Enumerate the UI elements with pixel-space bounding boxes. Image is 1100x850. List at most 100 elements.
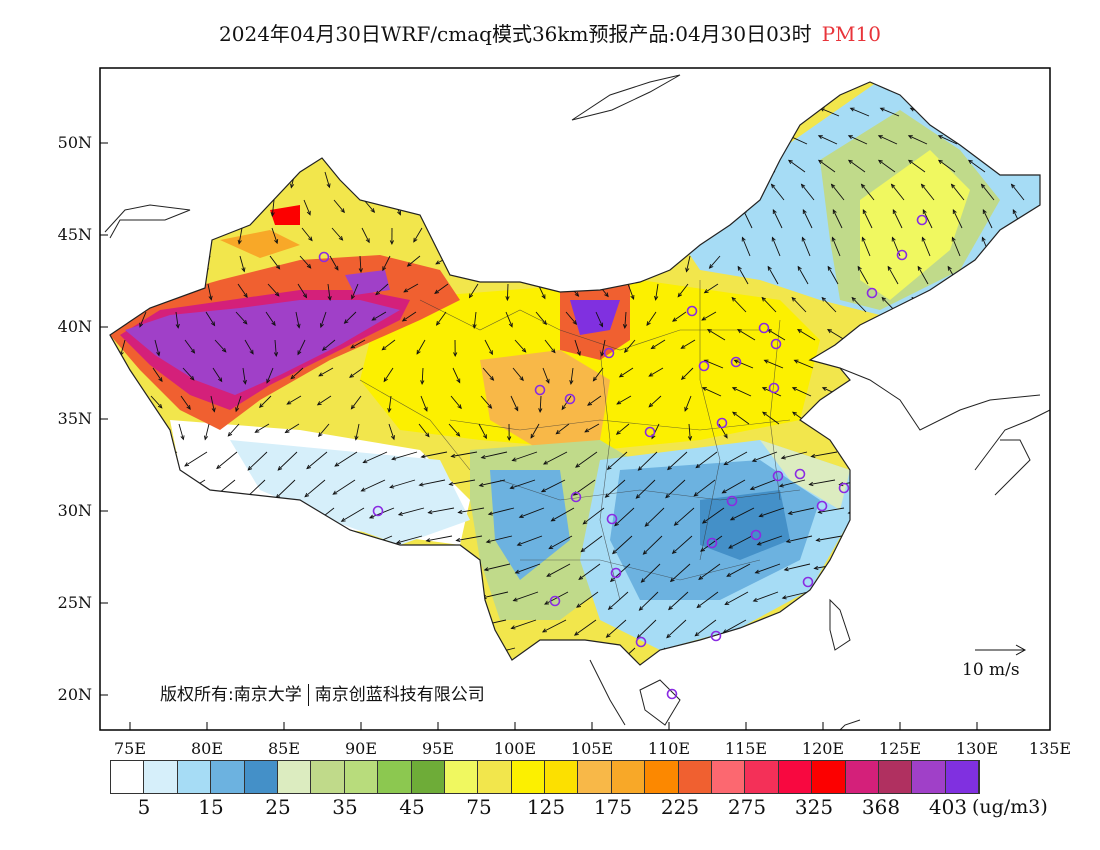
colorbar-label-368: 368	[861, 795, 901, 819]
colorbar-swatch	[545, 761, 579, 793]
city-marker	[772, 470, 784, 482]
city-marker	[726, 495, 738, 507]
plot-frame	[99, 67, 1051, 731]
lon-tick-75e: 75E	[113, 739, 147, 758]
colorbar-label-175: 175	[593, 795, 633, 819]
colorbar-label-403: 403	[928, 795, 968, 819]
colorbar-label-125: 125	[526, 795, 566, 819]
colorbar-swatch	[611, 761, 646, 793]
city-marker	[372, 505, 384, 517]
colorbar-label-25: 25	[265, 795, 291, 819]
lon-tick-120e: 120E	[801, 739, 845, 758]
city-marker	[866, 287, 878, 299]
city-marker	[768, 382, 780, 394]
copyright-notice: 版权所有:南京大学 南京创蓝科技有限公司	[160, 680, 485, 706]
city-marker	[838, 482, 850, 494]
lon-tick-135e: 135E	[1028, 739, 1072, 758]
colorbar-swatch	[478, 761, 512, 793]
city-marker	[606, 513, 618, 525]
city-marker	[549, 595, 561, 607]
lon-tick-115e: 115E	[724, 739, 768, 758]
axis-ticks	[100, 142, 1051, 730]
city-marker	[710, 630, 722, 642]
province-boundaries	[359, 280, 801, 601]
city-marker	[698, 360, 710, 372]
colorbar-swatch	[645, 761, 679, 793]
lat-tick-35n: 35N	[57, 409, 92, 428]
city-marker	[816, 500, 828, 512]
neighbour-coastlines	[104, 74, 1051, 731]
lat-tick-45n: 45N	[57, 225, 92, 244]
colorbar-swatch	[277, 761, 312, 793]
title-pollutant: PM10	[821, 22, 881, 46]
copyright-company: 南京创蓝科技有限公司	[314, 685, 485, 705]
colorbar-label-45: 45	[399, 795, 425, 819]
city-marker	[534, 384, 546, 396]
lon-tick-125e: 125E	[878, 739, 922, 758]
colorbar-label-225: 225	[660, 795, 700, 819]
lat-tick-30n: 30N	[57, 501, 92, 520]
lat-tick-50n: 50N	[57, 133, 92, 152]
colorbar-swatch	[712, 761, 746, 793]
colorbar-swatch	[444, 761, 479, 793]
city-marker	[716, 417, 728, 429]
lat-tick-40n: 40N	[57, 317, 92, 336]
vector-reference-arrow	[975, 644, 1027, 656]
colorbar-swatch	[878, 761, 913, 793]
city-marker	[635, 636, 647, 648]
city-marker	[896, 249, 908, 261]
lon-tick-95e: 95E	[421, 739, 455, 758]
city-marker	[770, 338, 782, 350]
colorbar-swatch	[678, 761, 713, 793]
colorbar-swatch	[778, 761, 813, 793]
city-marker	[644, 426, 656, 438]
city-marker	[758, 322, 770, 334]
colorbar-label-275: 275	[727, 795, 767, 819]
colorbar-swatch	[912, 761, 946, 793]
colorbar-swatch	[745, 761, 779, 793]
city-marker	[666, 688, 678, 700]
colorbar-swatch	[945, 761, 980, 793]
copyright-university: 版权所有:南京大学	[160, 685, 302, 705]
lon-tick-105e: 105E	[570, 739, 614, 758]
lon-tick-100e: 100E	[493, 739, 537, 758]
city-marker	[570, 491, 582, 503]
city-marker	[730, 356, 742, 368]
city-markers	[318, 214, 928, 700]
map-title: 2024年04月30日WRF/cmaq模式36km预报产品:04月30日03时 P…	[0, 18, 1100, 47]
colorbar-swatch	[211, 761, 245, 793]
city-marker	[318, 251, 330, 263]
colorbar-swatch	[411, 761, 445, 793]
lat-tick-25n: 25N	[57, 593, 92, 612]
colorbar-label-15: 15	[198, 795, 224, 819]
city-marker	[610, 567, 622, 579]
colorbar-label-325: 325	[794, 795, 834, 819]
city-marker	[916, 214, 928, 226]
colorbar-swatch	[177, 761, 212, 793]
city-marker	[802, 576, 814, 588]
copyright-separator	[307, 684, 309, 706]
colorbar-swatch	[578, 761, 612, 793]
vector-reference-label: 10 m/s	[962, 660, 1020, 680]
city-marker	[750, 529, 762, 541]
colorbar-label-75: 75	[466, 795, 492, 819]
colorbar-swatch	[244, 761, 278, 793]
city-marker	[564, 393, 576, 405]
lon-tick-80e: 80E	[190, 739, 224, 758]
colorbar	[110, 760, 981, 794]
lon-tick-110e: 110E	[647, 739, 691, 758]
colorbar-swatch	[812, 761, 846, 793]
colorbar-label-35: 35	[332, 795, 358, 819]
title-main: 2024年04月30日WRF/cmaq模式36km预报产品:04月30日03时	[219, 22, 812, 46]
colorbar-unit: (ug/m3)	[972, 796, 1048, 818]
colorbar-swatch	[111, 761, 145, 793]
china-boundary	[109, 81, 1041, 666]
city-marker	[603, 347, 615, 359]
colorbar-swatch	[144, 761, 178, 793]
city-marker	[794, 468, 806, 480]
lon-tick-130e: 130E	[955, 739, 999, 758]
colorbar-swatch	[511, 761, 546, 793]
city-marker	[686, 305, 698, 317]
colorbar-swatch	[311, 761, 345, 793]
